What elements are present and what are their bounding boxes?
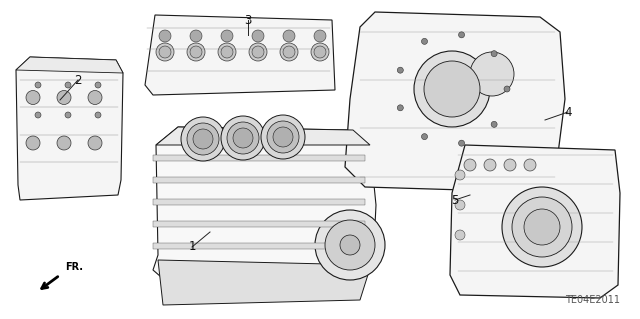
Circle shape bbox=[464, 159, 476, 171]
Circle shape bbox=[187, 43, 205, 61]
Circle shape bbox=[458, 140, 465, 146]
Circle shape bbox=[65, 82, 71, 88]
Circle shape bbox=[311, 43, 329, 61]
Circle shape bbox=[218, 43, 236, 61]
Circle shape bbox=[193, 129, 213, 149]
Polygon shape bbox=[145, 15, 335, 95]
Text: TE04E2011: TE04E2011 bbox=[565, 295, 620, 305]
FancyBboxPatch shape bbox=[153, 221, 365, 227]
Circle shape bbox=[95, 82, 101, 88]
Circle shape bbox=[159, 30, 171, 42]
Circle shape bbox=[181, 117, 225, 161]
Polygon shape bbox=[345, 12, 565, 192]
Polygon shape bbox=[153, 127, 376, 283]
Text: 1: 1 bbox=[188, 241, 196, 254]
Circle shape bbox=[267, 121, 299, 153]
Circle shape bbox=[88, 136, 102, 150]
Circle shape bbox=[512, 197, 572, 257]
Circle shape bbox=[315, 210, 385, 280]
FancyBboxPatch shape bbox=[153, 155, 365, 161]
Circle shape bbox=[280, 43, 298, 61]
Polygon shape bbox=[16, 57, 123, 200]
Circle shape bbox=[26, 136, 40, 150]
Circle shape bbox=[491, 121, 497, 127]
Circle shape bbox=[325, 220, 375, 270]
Circle shape bbox=[422, 134, 428, 140]
Circle shape bbox=[190, 46, 202, 58]
Circle shape bbox=[187, 123, 219, 155]
Circle shape bbox=[414, 51, 490, 127]
Circle shape bbox=[88, 91, 102, 105]
Circle shape bbox=[57, 136, 71, 150]
Circle shape bbox=[504, 159, 516, 171]
Circle shape bbox=[35, 112, 41, 118]
Circle shape bbox=[221, 30, 233, 42]
Circle shape bbox=[190, 30, 202, 42]
Circle shape bbox=[26, 91, 40, 105]
Circle shape bbox=[455, 170, 465, 180]
Circle shape bbox=[283, 46, 295, 58]
Circle shape bbox=[491, 51, 497, 57]
Circle shape bbox=[156, 43, 174, 61]
Circle shape bbox=[221, 116, 265, 160]
Text: FR.: FR. bbox=[65, 262, 83, 272]
Circle shape bbox=[397, 105, 403, 111]
Circle shape bbox=[252, 30, 264, 42]
Circle shape bbox=[422, 38, 428, 44]
Circle shape bbox=[233, 128, 253, 148]
Text: 3: 3 bbox=[244, 13, 252, 26]
Circle shape bbox=[524, 209, 560, 245]
Circle shape bbox=[470, 52, 514, 96]
Circle shape bbox=[340, 235, 360, 255]
Circle shape bbox=[95, 112, 101, 118]
Circle shape bbox=[159, 46, 171, 58]
Circle shape bbox=[252, 46, 264, 58]
Circle shape bbox=[484, 159, 496, 171]
Circle shape bbox=[397, 67, 403, 73]
Circle shape bbox=[35, 82, 41, 88]
Text: 4: 4 bbox=[564, 106, 572, 118]
Circle shape bbox=[504, 86, 510, 92]
Circle shape bbox=[455, 200, 465, 210]
Circle shape bbox=[455, 230, 465, 240]
Circle shape bbox=[221, 46, 233, 58]
Polygon shape bbox=[156, 127, 370, 145]
Polygon shape bbox=[450, 145, 620, 298]
Circle shape bbox=[65, 112, 71, 118]
Polygon shape bbox=[158, 260, 371, 305]
Circle shape bbox=[502, 187, 582, 267]
Circle shape bbox=[458, 32, 465, 38]
Circle shape bbox=[524, 159, 536, 171]
Circle shape bbox=[424, 61, 480, 117]
FancyBboxPatch shape bbox=[153, 243, 365, 249]
Circle shape bbox=[227, 122, 259, 154]
Circle shape bbox=[273, 127, 293, 147]
FancyBboxPatch shape bbox=[153, 177, 365, 183]
FancyBboxPatch shape bbox=[153, 199, 365, 205]
Circle shape bbox=[314, 30, 326, 42]
Polygon shape bbox=[16, 57, 123, 73]
Circle shape bbox=[283, 30, 295, 42]
Circle shape bbox=[249, 43, 267, 61]
Circle shape bbox=[261, 115, 305, 159]
Circle shape bbox=[57, 91, 71, 105]
Text: 2: 2 bbox=[74, 73, 82, 86]
Circle shape bbox=[314, 46, 326, 58]
Text: 5: 5 bbox=[451, 194, 459, 206]
